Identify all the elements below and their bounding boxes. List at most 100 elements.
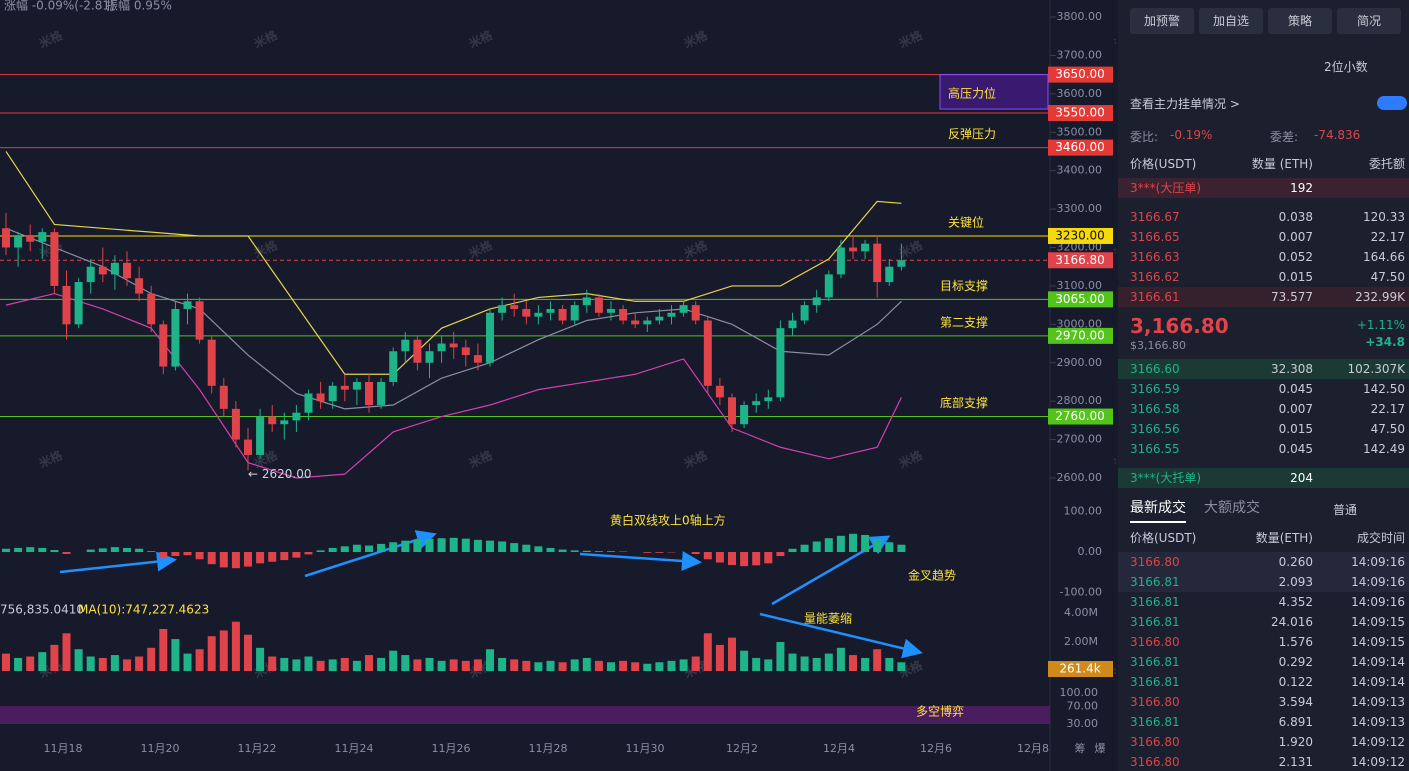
button[interactable]: 加预警 bbox=[1130, 8, 1194, 34]
candle-body bbox=[812, 297, 821, 306]
volume-bar bbox=[14, 657, 23, 671]
candle-body bbox=[558, 308, 567, 321]
candle-body bbox=[365, 381, 373, 406]
header-cell: 价格(USDT) bbox=[1130, 531, 1197, 545]
level-tag bbox=[1048, 66, 1113, 83]
level-tag bbox=[1048, 291, 1113, 308]
osc-band bbox=[0, 706, 1050, 724]
volume-bar bbox=[207, 636, 216, 671]
watermark: 米格 bbox=[466, 27, 495, 51]
watermark: 米格 bbox=[1111, 657, 1116, 681]
macd-bar bbox=[110, 547, 119, 552]
macd-bar bbox=[280, 552, 289, 561]
macd-bar bbox=[292, 552, 301, 558]
candle-body bbox=[776, 328, 785, 398]
book-row: 3166.59 0.045 142.50 bbox=[1118, 379, 1409, 399]
volume-bar bbox=[824, 653, 833, 671]
volume-note: 量能萎缩 bbox=[804, 611, 852, 626]
boll-mid bbox=[5, 227, 902, 410]
book-row: 3166.60 32.308 102.307K bbox=[1118, 359, 1409, 379]
candle-body bbox=[473, 355, 482, 363]
side-label: 筹 bbox=[1075, 741, 1086, 755]
tab[interactable]: 最新成交 bbox=[1130, 497, 1186, 523]
volume-bar bbox=[389, 650, 398, 671]
candle-body bbox=[486, 312, 494, 363]
level-label: 3230.00 bbox=[1055, 228, 1105, 242]
macd-bar bbox=[558, 549, 567, 552]
candle-body bbox=[135, 278, 144, 294]
button[interactable]: 策略 bbox=[1268, 8, 1332, 34]
volume-bar bbox=[123, 659, 131, 671]
book-amount: 142.50 bbox=[1363, 382, 1405, 396]
osc-tick: 70.00 bbox=[1067, 699, 1099, 712]
candle-body bbox=[449, 343, 458, 348]
macd-bar bbox=[2, 548, 10, 552]
macd-bar bbox=[14, 547, 23, 552]
level-label: 3550.00 bbox=[1055, 106, 1105, 120]
volume-tick: 2.00M bbox=[1064, 635, 1098, 648]
volume-last: 261.4k bbox=[1059, 662, 1100, 676]
button[interactable]: 简况 bbox=[1337, 8, 1401, 34]
watermark: 米格 bbox=[466, 447, 495, 471]
volume-bar bbox=[135, 656, 144, 671]
macd-bar bbox=[861, 534, 870, 552]
volume-bar bbox=[401, 655, 410, 671]
macd-bar bbox=[486, 540, 494, 552]
button[interactable]: 加自选 bbox=[1199, 8, 1263, 34]
big-label: 3***(大压单) bbox=[1130, 181, 1201, 195]
x-tick-label: 11月20 bbox=[141, 742, 180, 755]
volume-bar bbox=[231, 621, 240, 671]
macd-bar bbox=[752, 552, 761, 566]
tab[interactable]: 大额成交 bbox=[1204, 500, 1260, 516]
osc-tick: 30.00 bbox=[1067, 717, 1099, 730]
volume-bar bbox=[38, 652, 47, 671]
macd-bar bbox=[643, 552, 652, 553]
main-orders: 查看主力挂单情况 > bbox=[1130, 97, 1240, 111]
macd-bar bbox=[498, 541, 507, 552]
macd-bar bbox=[461, 538, 470, 552]
candle-body bbox=[280, 420, 289, 425]
trade-price: 3166.81 bbox=[1130, 615, 1180, 629]
book-price: 3166.55 bbox=[1130, 442, 1180, 456]
candle-body bbox=[74, 282, 83, 325]
side-label: 爆 bbox=[1095, 741, 1106, 755]
volume-bar bbox=[449, 659, 458, 671]
candle-body bbox=[62, 285, 71, 325]
macd-bar bbox=[244, 552, 252, 567]
book-row: 3166.55 0.045 142.49 bbox=[1118, 439, 1409, 459]
candle-body bbox=[340, 385, 349, 390]
candle-body bbox=[836, 247, 845, 275]
level-label: 2760.00 bbox=[1055, 409, 1105, 423]
pct: +1.11% bbox=[1356, 318, 1405, 332]
book-amount: 47.50 bbox=[1370, 270, 1405, 284]
book-amount: 142.49 bbox=[1363, 442, 1405, 456]
trade-time: 14:09:14 bbox=[1351, 655, 1405, 669]
trade-price: 3166.80 bbox=[1130, 555, 1180, 569]
level-label: 3650.00 bbox=[1055, 67, 1105, 81]
macd-tick: -100.00 bbox=[1060, 586, 1102, 599]
volume-bar bbox=[62, 633, 71, 671]
book-qty: 0.045 bbox=[1278, 382, 1313, 396]
osc-note: 多空博弈 bbox=[916, 704, 964, 719]
normal: 普通 bbox=[1333, 503, 1358, 517]
macd-bar bbox=[473, 539, 482, 552]
trade-qty: 1.576 bbox=[1278, 635, 1313, 649]
trade-time: 14:09:16 bbox=[1351, 595, 1405, 609]
candle-body bbox=[861, 243, 870, 252]
header-cell: 数量(ETH) bbox=[1255, 531, 1313, 545]
book-amount: 22.17 bbox=[1370, 230, 1405, 244]
level-label: 3460.00 bbox=[1055, 140, 1105, 154]
book-amount: 232.99K bbox=[1355, 290, 1405, 304]
big-value: 204 bbox=[1290, 471, 1313, 485]
header-row: 价格(USDT) 数量(ETH) 成交时间 bbox=[1118, 528, 1409, 548]
candle-body bbox=[14, 235, 23, 248]
trade-price: 3166.81 bbox=[1130, 715, 1180, 729]
trade-price: 3166.81 bbox=[1130, 675, 1180, 689]
candle-body bbox=[570, 305, 579, 321]
x-tick-label: 11月26 bbox=[432, 742, 471, 755]
y-tick-label: 3100.00 bbox=[1057, 279, 1103, 292]
candle-body bbox=[98, 266, 107, 275]
candle-body bbox=[546, 308, 555, 313]
decimals: 2位小数 bbox=[1324, 60, 1368, 74]
volume-bar bbox=[304, 656, 313, 671]
